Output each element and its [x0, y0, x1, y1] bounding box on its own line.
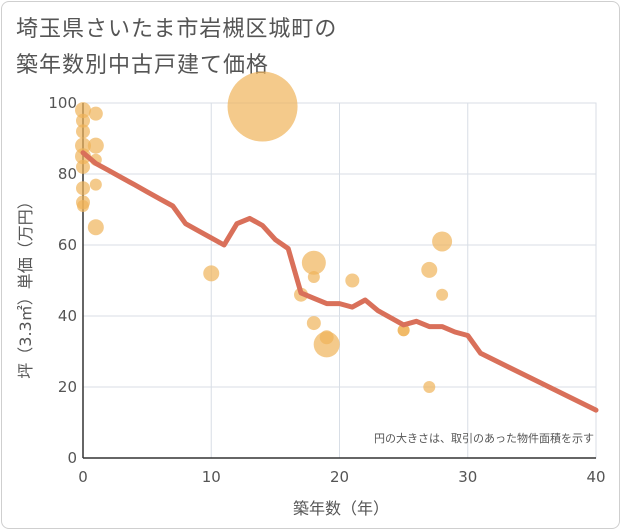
bubble-size-note: 円の大きさは、取引のあった物件面積を示す: [374, 431, 594, 445]
bubble-point: [76, 181, 90, 196]
bubble-point: [76, 124, 90, 139]
x-tick-label: 0: [78, 468, 88, 486]
chart-title-line-2: 築年数別中古戸建て価格: [16, 53, 270, 78]
y-tick-label: 80: [58, 165, 77, 183]
bubble-point: [76, 159, 90, 174]
bubble-point: [307, 270, 320, 283]
y-tick-label: 0: [67, 449, 77, 467]
bubble-point: [75, 148, 91, 165]
x-tick-label: 40: [586, 468, 605, 486]
bubble-point: [76, 113, 90, 128]
bubble-point: [89, 178, 102, 191]
bubble-point: [77, 199, 89, 212]
bubble-point: [75, 102, 91, 119]
y-tick-label: 100: [48, 94, 77, 112]
bubble-point: [227, 71, 298, 142]
chart-title-line-1: 埼玉県さいたま市岩槻区城町の: [16, 17, 338, 42]
bubble-point: [345, 273, 360, 288]
bubble-point: [301, 250, 326, 275]
x-tick-label: 30: [458, 468, 477, 486]
chart-title: 埼玉県さいたま市岩槻区城町の 築年数別中古戸建て価格: [16, 12, 337, 84]
grid-lines: [82, 102, 597, 459]
average-price-line: [80, 150, 599, 413]
bubble-point: [87, 219, 104, 236]
bubble-point: [306, 316, 321, 331]
bubble-series: [75, 71, 453, 393]
trend-line-series: [80, 150, 599, 413]
y-tick-label: 20: [58, 378, 77, 396]
x-tick-label: 10: [202, 468, 221, 486]
bubble-point: [313, 331, 340, 358]
bubble-point: [421, 261, 438, 278]
y-tick-label: 40: [58, 307, 77, 325]
y-axis-label: 坪（3.3㎡）単価（万円）: [16, 193, 35, 378]
bubble-point: [203, 265, 220, 282]
bubble-point: [436, 288, 449, 301]
y-tick-label: 60: [58, 236, 77, 254]
bubble-point: [87, 137, 104, 154]
bubble-point: [397, 324, 410, 337]
tick-labels: 0 10 20 30 40 0 20 40 60 80 100: [48, 94, 605, 486]
bubble-point: [88, 106, 103, 121]
x-axis-label: 築年数（年）: [293, 499, 389, 518]
x-tick-label: 20: [330, 468, 349, 486]
bubble-point: [423, 381, 436, 393]
bubble-point: [432, 231, 453, 252]
